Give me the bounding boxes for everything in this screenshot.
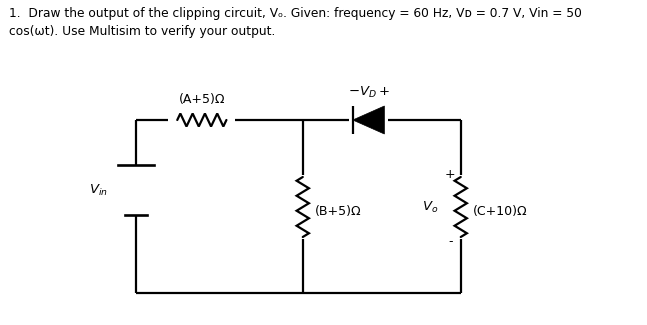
Text: (C+10)Ω: (C+10)Ω xyxy=(473,205,528,218)
Text: (B+5)Ω: (B+5)Ω xyxy=(315,205,362,218)
Text: $V_{in}$: $V_{in}$ xyxy=(89,182,108,198)
Text: $V_o$: $V_o$ xyxy=(422,200,438,214)
Text: -: - xyxy=(448,236,452,249)
Text: (A+5)Ω: (A+5)Ω xyxy=(179,93,225,106)
Text: 1.  Draw the output of the clipping circuit, Vₒ. Given: frequency = 60 Hz, Vᴅ = : 1. Draw the output of the clipping circu… xyxy=(9,7,582,20)
Polygon shape xyxy=(353,106,384,134)
Text: +: + xyxy=(445,168,455,181)
Text: $-\mathit{V}_D+$: $-\mathit{V}_D+$ xyxy=(347,85,389,100)
Text: cos(ωt). Use Multisim to verify your output.: cos(ωt). Use Multisim to verify your out… xyxy=(9,25,275,38)
